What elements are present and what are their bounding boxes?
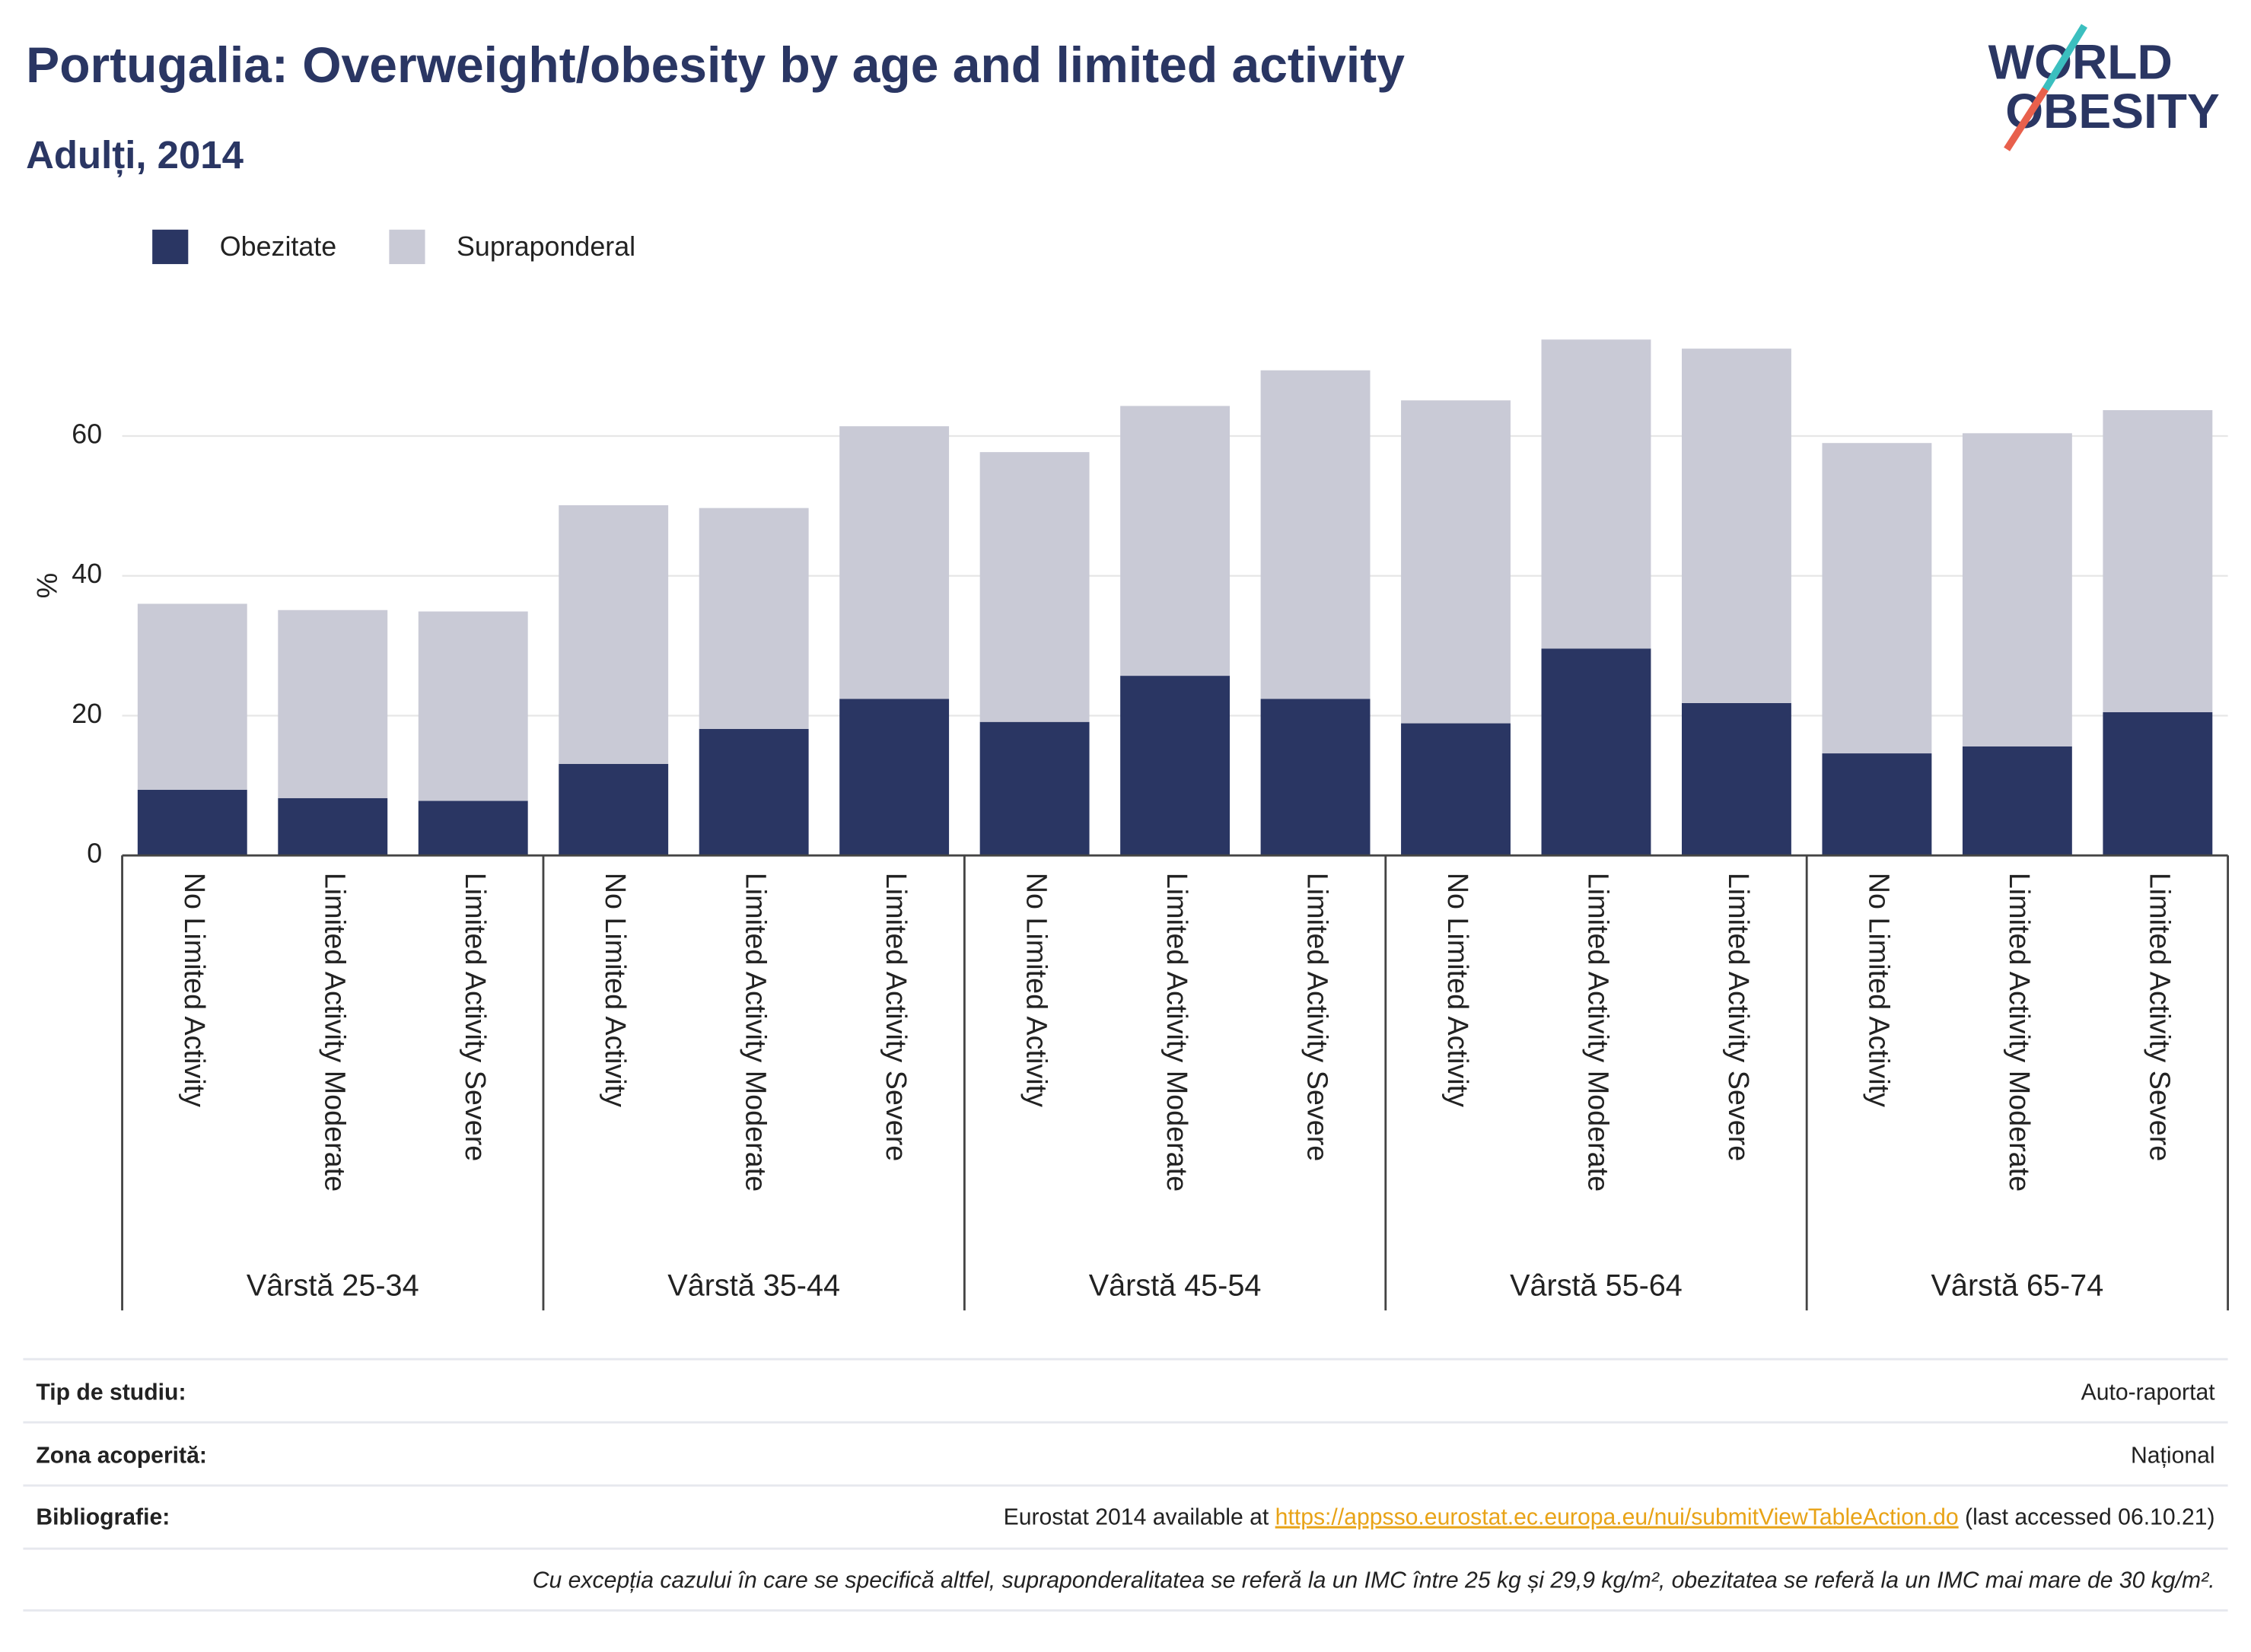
footer-note: Cu excepția cazului în care se specifică… bbox=[533, 1568, 2215, 1593]
bar-segment bbox=[1120, 406, 1231, 676]
bibliography-suffix: (last accessed 06.10.21) bbox=[1959, 1505, 2215, 1530]
bibliography: Eurostat 2014 available at https://appss… bbox=[1004, 1505, 2215, 1530]
bar-segment bbox=[1541, 648, 1651, 856]
bar-segment bbox=[137, 789, 247, 856]
x-tick-label: Limited Activity Moderate bbox=[319, 873, 351, 1192]
y-axis-label: % bbox=[30, 573, 62, 599]
footer-value: Auto-raportat bbox=[2081, 1380, 2216, 1405]
y-tick-label: 40 bbox=[72, 559, 102, 589]
bar-segment bbox=[1401, 400, 1511, 724]
bar-segment bbox=[418, 611, 528, 801]
bar-segment bbox=[1962, 433, 2072, 746]
footer: Tip de studiu: Auto-raportat Zona acoperit… bbox=[23, 1358, 2228, 1612]
bar-segment bbox=[1822, 753, 1932, 856]
x-tick-label: No Limited Activity bbox=[179, 873, 211, 1107]
y-tick-label: 60 bbox=[72, 419, 102, 449]
bar-segment bbox=[2103, 410, 2213, 712]
logo: WORLD OBESITY bbox=[1988, 24, 2220, 151]
bar-segment bbox=[1962, 746, 2072, 856]
chart-title: Portugalia: Overweight/obesity by age an… bbox=[26, 37, 1405, 93]
x-tick-label: Limited Activity Severe bbox=[2144, 873, 2176, 1161]
x-tick-label: Limited Activity Severe bbox=[1302, 873, 1334, 1161]
bar-segment bbox=[839, 699, 950, 856]
footer-label: Bibliografie: bbox=[36, 1505, 170, 1530]
x-tick-label: No Limited Activity bbox=[1863, 873, 1895, 1107]
bar-segment bbox=[1260, 370, 1371, 699]
x-tick-label: Limited Activity Severe bbox=[460, 873, 492, 1161]
x-tick-label: No Limited Activity bbox=[600, 873, 632, 1107]
legend-swatch bbox=[152, 229, 189, 265]
logo-slash bbox=[2004, 87, 2049, 151]
bar-segment bbox=[1401, 723, 1511, 856]
bar-segment bbox=[559, 505, 669, 764]
group-label: Vârstă 45-54 bbox=[1089, 1268, 1262, 1302]
y-tick-label: 0 bbox=[87, 839, 102, 869]
footer-value: Național bbox=[2131, 1443, 2215, 1468]
x-tick-label: No Limited Activity bbox=[1021, 873, 1053, 1107]
footer-label: Tip de studiu: bbox=[36, 1380, 186, 1405]
bar-segment bbox=[1260, 699, 1371, 856]
chart-subtitle: Adulți, 2014 bbox=[26, 133, 244, 177]
x-tick-label: Limited Activity Moderate bbox=[740, 873, 772, 1192]
bar-segment bbox=[1541, 339, 1651, 649]
bar-segment bbox=[1682, 702, 1791, 856]
x-tick-label: Limited Activity Severe bbox=[880, 873, 912, 1161]
bar-segment bbox=[1822, 443, 1932, 754]
bar-segment bbox=[839, 426, 950, 699]
bar-segment bbox=[137, 603, 247, 790]
bar-segment bbox=[1120, 676, 1231, 856]
bar-segment bbox=[699, 728, 809, 856]
bar-segment bbox=[418, 801, 528, 856]
group-label: Vârstă 65-74 bbox=[1931, 1268, 2104, 1302]
bar-segment bbox=[278, 797, 388, 856]
logo-slash bbox=[2042, 24, 2087, 91]
logo-line1: WORLD bbox=[1988, 35, 2173, 90]
bar-segment bbox=[979, 721, 1090, 856]
footer-label: Zona acoperită: bbox=[36, 1443, 207, 1468]
bar-segment bbox=[1682, 349, 1791, 703]
x-tick-label: Limited Activity Moderate bbox=[1161, 873, 1193, 1192]
legend-label: Supraponderal bbox=[457, 231, 635, 262]
bar-segment bbox=[699, 508, 809, 729]
bar-segment bbox=[278, 610, 388, 798]
legend-swatch bbox=[389, 229, 425, 265]
bibliography-prefix: Eurostat 2014 available at bbox=[1004, 1505, 1275, 1530]
bar-segment bbox=[559, 763, 669, 856]
bar-segment bbox=[979, 452, 1090, 722]
x-tick-label: Limited Activity Moderate bbox=[2004, 873, 2036, 1192]
group-label: Vârstă 35-44 bbox=[667, 1268, 840, 1302]
bibliography-link[interactable]: https://appsso.eurostat.ec.europa.eu/nui… bbox=[1275, 1505, 1959, 1530]
y-tick-label: 20 bbox=[72, 699, 102, 729]
group-label: Vârstă 55-64 bbox=[1510, 1268, 1683, 1302]
bar-segment bbox=[2103, 711, 2213, 856]
legend-label: Obezitate bbox=[220, 231, 336, 262]
x-tick-label: Limited Activity Severe bbox=[1723, 873, 1755, 1161]
x-tick-label: No Limited Activity bbox=[1442, 873, 1474, 1107]
group-label: Vârstă 25-34 bbox=[247, 1268, 419, 1302]
x-tick-label: Limited Activity Moderate bbox=[1583, 873, 1615, 1192]
logo-line2: OBESITY bbox=[2005, 84, 2220, 138]
